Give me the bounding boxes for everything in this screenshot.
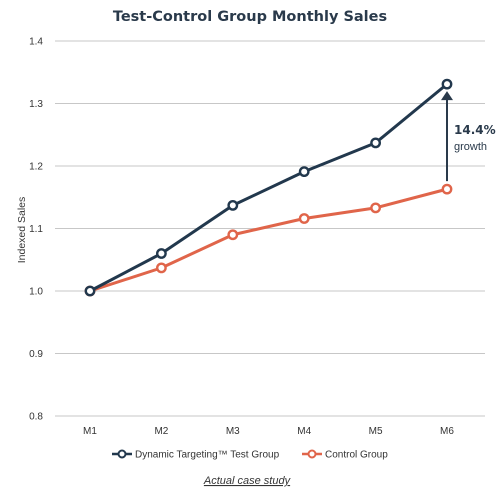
legend: Dynamic Targeting™ Test Group Control Gro… [112,449,388,461]
legend-item: Control Group [302,449,388,461]
growth-arrowhead [441,91,453,101]
series-line [89,82,448,293]
y-tick-label: 1.0 [29,287,43,298]
legend-label: Dynamic Targeting™ Test Group [135,450,280,461]
data-point [84,285,96,297]
y-tick-label: 1.1 [29,224,43,235]
series-0 [84,78,453,297]
series-line [89,187,448,293]
legend-item: Dynamic Targeting™ Test Group [112,449,280,461]
data-point [441,183,453,195]
legend-swatch-marker [117,449,127,459]
footnote: Actual case study [203,475,292,487]
growth-annotation: 14.4% growth [441,91,496,182]
data-point [155,262,167,274]
x-tick-label: M1 [83,426,97,437]
x-tick-label: M4 [297,426,311,437]
data-point [370,202,381,214]
y-tick-label: 1.2 [29,162,43,173]
growth-percent: 14.4% [454,123,496,137]
x-axis-ticks: M1 M2 M3 M4 M5 M6 [83,426,454,437]
chart-title: Test-Control Group Monthly Sales [113,9,387,25]
x-tick-label: M6 [440,426,454,437]
legend-label: Control Group [325,450,388,461]
data-point [227,199,239,211]
y-tick-label: 1.3 [29,99,43,110]
data-point [370,137,381,149]
legend-swatch-marker [307,449,317,459]
y-axis-label: Indexed Sales [16,197,28,264]
data-point [298,213,310,224]
x-tick-label: M2 [154,426,168,437]
growth-label: growth [454,141,487,153]
x-tick-label: M3 [226,426,240,437]
series-1 [84,183,453,297]
series-lines [84,78,453,297]
x-tick-label: M5 [369,426,383,437]
data-point [298,166,310,178]
data-point [441,78,453,90]
y-tick-label: 1.4 [29,37,43,48]
gridlines [55,40,485,417]
y-tick-label: 0.9 [29,349,43,360]
data-point [227,229,239,241]
y-axis-ticks: 0.8 0.9 1.0 1.1 1.2 1.3 1.4 [29,37,43,423]
y-tick-label: 0.8 [29,412,43,423]
data-point [155,248,167,259]
